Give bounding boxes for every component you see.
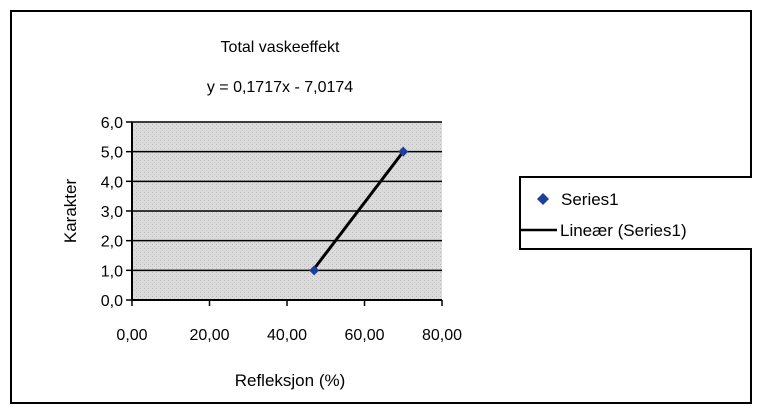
trendline-layer (312, 150, 405, 270)
y-tick-label: 4,0 (101, 174, 123, 191)
legend-trendline-label: Lineær (Series1) (560, 221, 687, 240)
y-axis-title: Karakter (61, 179, 80, 244)
legend-series-marker-icon (537, 193, 549, 205)
y-tick-label: 5,0 (101, 145, 123, 162)
y-tick-label: 3,0 (101, 204, 123, 221)
chart-title: Total vaskeeffekt (221, 39, 340, 56)
x-tick-label: 20,00 (189, 327, 229, 344)
legend: Series1 Lineær (Series1) (519, 176, 752, 250)
data-point (309, 265, 320, 276)
y-tick-label: 0,0 (101, 293, 123, 310)
chart-svg: Total vaskeeffekt y = 0,1717x - 7,0174 0… (61, 39, 752, 390)
legend-box (519, 176, 752, 250)
y-tick-label: 6,0 (101, 115, 123, 132)
x-tick-labels: 0,00 20,00 40,00 60,00 80,00 (116, 327, 462, 344)
x-axis-title: Refleksjon (%) (235, 371, 346, 390)
data-point (398, 146, 409, 157)
x-tick-label: 80,00 (422, 327, 462, 344)
chart-frame: Total vaskeeffekt y = 0,1717x - 7,0174 0… (10, 10, 752, 404)
x-tick-label: 40,00 (267, 327, 307, 344)
data-points (309, 146, 409, 276)
y-tick-label: 1,0 (101, 263, 123, 280)
y-tick-labels: 0,0 1,0 2,0 3,0 4,0 5,0 6,0 (101, 115, 123, 310)
x-tick-label: 60,00 (344, 327, 384, 344)
x-tick-label: 0,00 (116, 327, 147, 344)
trendline-equation: y = 0,1717x - 7,0174 (207, 79, 353, 96)
gridlines (126, 121, 443, 306)
axes (131, 122, 442, 301)
trendline (312, 150, 405, 270)
y-tick-label: 2,0 (101, 234, 123, 251)
legend-series-label: Series1 (561, 190, 619, 209)
